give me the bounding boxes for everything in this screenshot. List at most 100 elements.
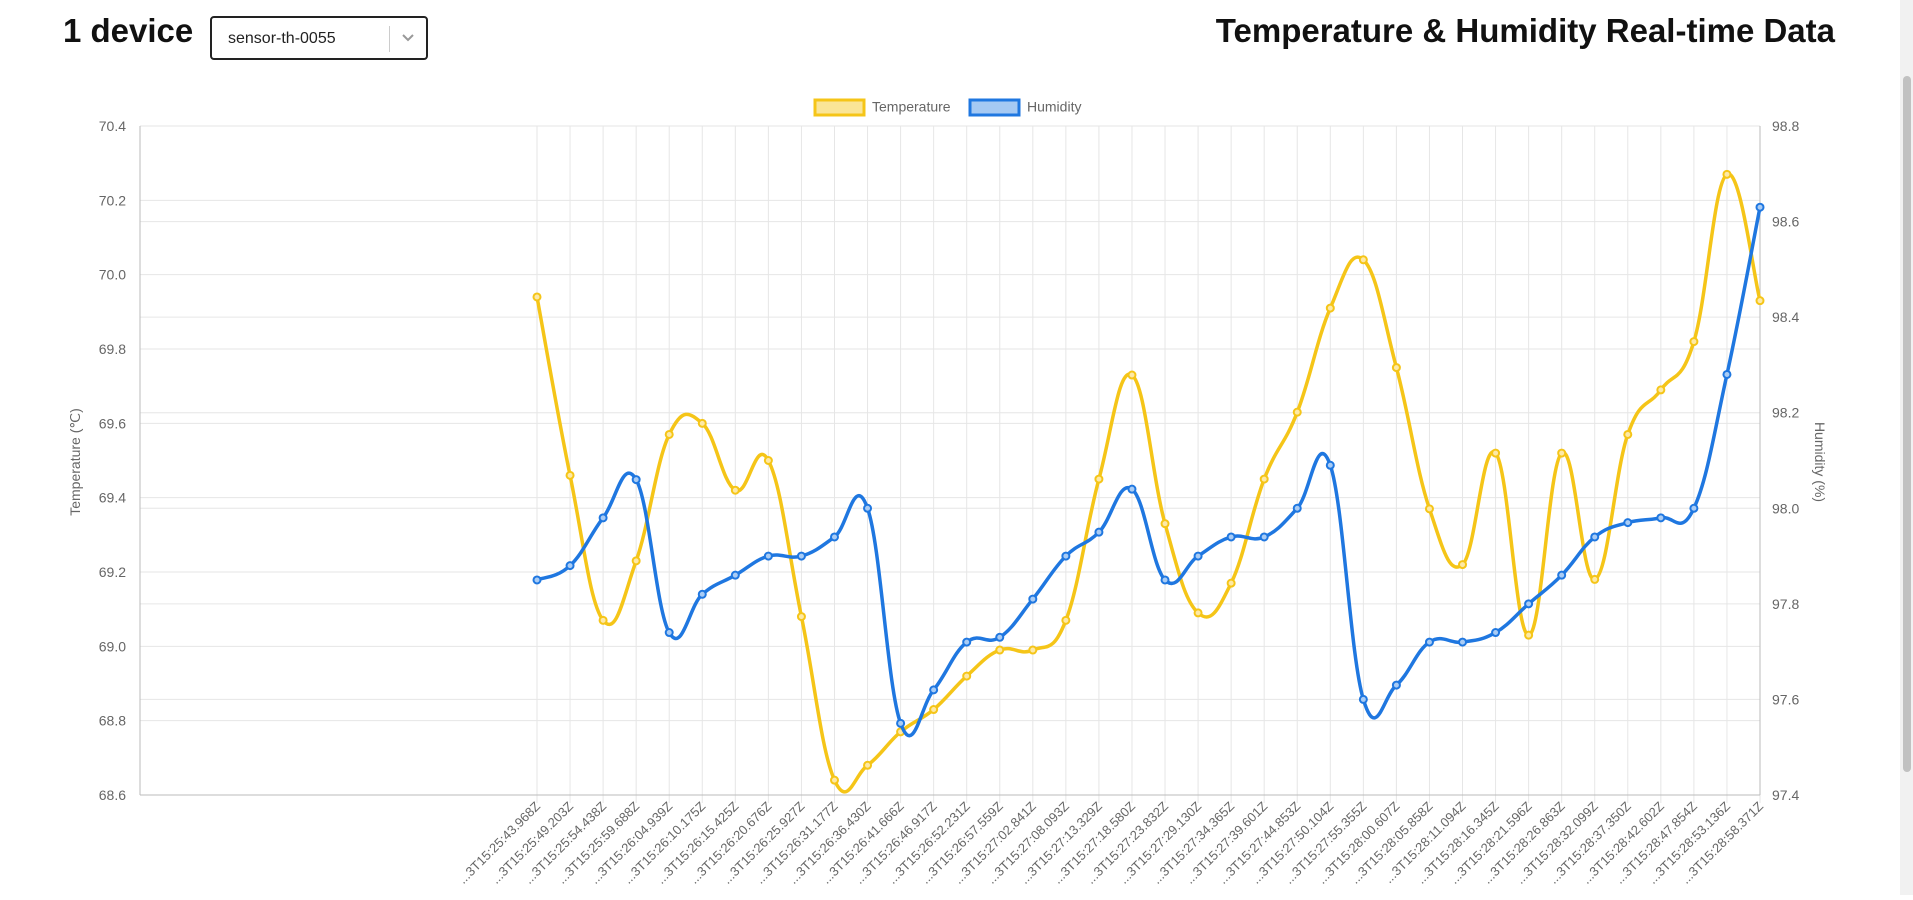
legend-label-temperature: Temperature — [872, 99, 951, 115]
series-line-humidity — [536, 206, 1762, 738]
chart-legend: Temperature Humidity — [813, 98, 1081, 117]
data-point-humidity — [796, 551, 806, 561]
device-count: 1 device — [63, 12, 194, 49]
y-right-tick-label: 97.4 — [1772, 787, 1799, 803]
data-point-temperature — [631, 556, 641, 566]
data-point-temperature — [1458, 560, 1468, 570]
data-point-humidity — [1226, 532, 1236, 542]
data-point-temperature — [1590, 574, 1600, 584]
data-point-humidity — [1557, 570, 1567, 580]
scrollbar-thumb[interactable] — [1903, 76, 1911, 772]
data-point-humidity — [863, 503, 873, 513]
data-point-humidity — [664, 628, 674, 638]
data-point-humidity — [763, 551, 773, 561]
chart-grid — [140, 125, 1761, 803]
device-select[interactable]: sensor-th-0055 — [210, 16, 428, 60]
data-point-temperature — [565, 470, 575, 480]
page-scrollbar[interactable] — [1900, 0, 1913, 895]
data-point-humidity — [929, 685, 939, 695]
y-right-tick-label: 98.0 — [1772, 500, 1799, 516]
device-select-separator — [389, 26, 390, 52]
y-right-tick-label: 97.6 — [1772, 691, 1799, 707]
y-left-tick-label: 70.0 — [99, 267, 126, 283]
y-left-tick-label: 69.0 — [99, 638, 126, 654]
legend-swatch-temperature — [813, 98, 866, 117]
data-point-temperature — [1094, 474, 1104, 484]
y-axis-left-label: Temperature (℃) — [67, 408, 83, 516]
data-point-humidity — [1623, 518, 1633, 528]
data-point-humidity — [730, 570, 740, 580]
header: 1 device sensor-th-0055 Temperature & Hu… — [0, 0, 1913, 80]
y-right-tick-label: 98.8 — [1772, 118, 1799, 134]
data-point-humidity — [1193, 551, 1203, 561]
data-point-humidity — [896, 718, 906, 728]
data-point-humidity — [598, 513, 608, 523]
y-right-tick-label: 98.4 — [1772, 309, 1799, 325]
data-point-temperature — [1689, 337, 1699, 347]
data-point-temperature — [598, 615, 608, 625]
data-point-temperature — [1623, 429, 1633, 439]
data-point-humidity — [1391, 680, 1401, 690]
data-point-humidity — [1325, 460, 1335, 470]
data-point-temperature — [1226, 578, 1236, 588]
data-point-humidity — [1127, 484, 1137, 494]
data-point-temperature — [796, 612, 806, 622]
data-point-humidity — [1292, 503, 1302, 513]
data-point-humidity — [995, 632, 1005, 642]
data-point-temperature — [1028, 645, 1038, 655]
data-point-temperature — [829, 775, 839, 785]
data-point-humidity — [1524, 599, 1534, 609]
data-point-humidity — [1722, 369, 1732, 379]
data-point-temperature — [1424, 504, 1434, 514]
y-right-tick-label: 98.6 — [1772, 214, 1799, 230]
data-point-humidity — [829, 532, 839, 542]
chart-axes: 70.4 70.2 70.0 69.8 69.6 69.4 69.2 69.0 68.8 68.6… — [99, 118, 1800, 887]
data-point-humidity — [565, 561, 575, 571]
data-point-humidity — [1689, 503, 1699, 513]
data-point-humidity — [1061, 551, 1071, 561]
data-point-humidity — [1094, 527, 1104, 537]
data-point-temperature — [1391, 363, 1401, 373]
device-select-value: sensor-th-0055 — [228, 30, 336, 47]
y-right-tick-label: 97.8 — [1772, 596, 1799, 612]
data-point-humidity — [1259, 532, 1269, 542]
data-point-temperature — [962, 671, 972, 681]
chart-svg: 70.4 70.2 70.0 69.8 69.6 69.4 69.2 69.0 68.8 68.6… — [67, 98, 1828, 887]
data-point-temperature — [1325, 303, 1335, 313]
data-point-humidity — [532, 575, 542, 585]
data-point-temperature — [730, 485, 740, 495]
y-left-tick-label: 69.2 — [99, 564, 126, 580]
data-point-humidity — [1458, 637, 1468, 647]
chevron-down-icon[interactable] — [398, 28, 418, 48]
page-title: Temperature & Humidity Real-time Data — [1215, 12, 1835, 49]
data-point-temperature — [1524, 630, 1534, 640]
data-point-humidity — [697, 589, 707, 599]
y-axis-right-label: Humidity (%) — [1812, 422, 1828, 502]
data-point-temperature — [1292, 407, 1302, 417]
legend-swatch-humidity — [968, 98, 1021, 117]
y-left-tick-label: 70.4 — [99, 118, 126, 134]
data-point-temperature — [1127, 370, 1137, 380]
y-left-tick-label: 68.6 — [99, 787, 126, 803]
data-point-temperature — [763, 456, 773, 465]
data-point-humidity — [1358, 694, 1368, 704]
data-point-temperature — [1557, 448, 1567, 458]
data-point-temperature — [664, 429, 674, 439]
data-point-humidity — [1028, 594, 1038, 604]
data-point-humidity — [631, 475, 641, 485]
data-point-temperature — [1722, 169, 1732, 179]
y-left-tick-label: 68.8 — [99, 713, 126, 729]
data-point-temperature — [1755, 296, 1765, 306]
data-point-temperature — [1491, 448, 1501, 458]
data-point-humidity — [962, 637, 972, 647]
data-point-temperature — [995, 645, 1005, 655]
data-point-humidity — [1424, 637, 1434, 647]
data-point-humidity — [1656, 513, 1666, 523]
data-point-temperature — [929, 705, 939, 715]
data-point-temperature — [1358, 255, 1368, 265]
chart-series — [532, 169, 1765, 794]
data-point-temperature — [863, 760, 873, 770]
data-point-humidity — [1160, 575, 1170, 585]
data-point-humidity — [1590, 532, 1600, 542]
y-left-tick-label: 70.2 — [99, 192, 126, 208]
